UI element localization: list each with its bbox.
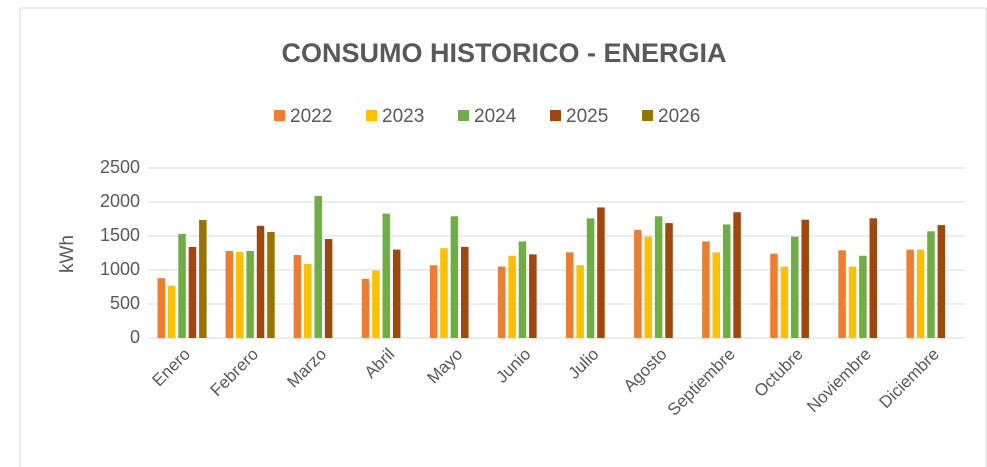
bar: [801, 219, 809, 338]
bar: [702, 241, 710, 338]
y-tick-label: 2500: [100, 157, 140, 177]
legend-swatch: [642, 110, 653, 121]
bar: [644, 236, 652, 338]
y-tick-label: 500: [110, 293, 140, 313]
bar: [497, 266, 506, 338]
bar: [576, 265, 584, 338]
bar: [246, 250, 254, 338]
y-tick-label: 0: [130, 327, 140, 347]
y-tick-label: 1500: [100, 225, 140, 245]
bar: [324, 239, 333, 338]
bar: [267, 231, 275, 338]
bar: [461, 246, 469, 338]
bar: [916, 249, 925, 338]
bar: [157, 278, 165, 338]
bar: [529, 254, 537, 338]
y-axis-label: kWh: [57, 235, 78, 273]
bar: [937, 225, 946, 338]
legend-label: 2025: [566, 106, 608, 127]
y-tick-label: 2000: [100, 191, 140, 211]
bar: [392, 249, 401, 338]
bar: [508, 255, 516, 338]
bar: [838, 250, 846, 338]
bar: [722, 224, 731, 338]
bar: [188, 246, 197, 338]
bar: [314, 195, 322, 338]
bar: [634, 229, 642, 338]
bar: [167, 285, 176, 338]
bar: [429, 265, 438, 338]
legend-swatch: [550, 110, 561, 121]
y-tick-label: 1000: [100, 259, 140, 279]
bar: [848, 266, 857, 338]
bar: [382, 213, 391, 338]
chart-frame: [19, 7, 987, 467]
bar: [304, 263, 312, 338]
bar: [791, 236, 799, 338]
legend-swatch: [274, 110, 285, 121]
bar: [770, 253, 778, 338]
bar: [906, 249, 914, 338]
legend-label: 2024: [474, 106, 517, 127]
bar: [440, 248, 448, 338]
bar: [199, 220, 207, 338]
bar: [927, 231, 935, 338]
bar: [733, 212, 741, 338]
bar: [780, 266, 789, 338]
bar: [225, 250, 234, 338]
legend-swatch: [458, 110, 469, 121]
bar: [293, 255, 302, 338]
bar: [565, 252, 574, 338]
bar: [372, 270, 380, 338]
bar: [869, 218, 878, 338]
bar: [712, 252, 721, 338]
bar: [178, 233, 186, 338]
bar: [586, 218, 595, 338]
bar: [235, 251, 244, 338]
chart-title: CONSUMO HISTORICO - ENERGIA: [281, 38, 726, 68]
bar: [361, 278, 370, 338]
bar: [665, 223, 673, 338]
legend-label: 2026: [658, 106, 700, 127]
bar: [518, 241, 527, 338]
bar: [859, 255, 867, 338]
bar: [256, 225, 265, 338]
legend-label: 2023: [382, 106, 424, 127]
legend-label: 2022: [290, 106, 332, 127]
bar: [450, 216, 459, 338]
bar: [654, 216, 663, 338]
legend-swatch: [366, 110, 377, 121]
bar: [597, 207, 605, 338]
